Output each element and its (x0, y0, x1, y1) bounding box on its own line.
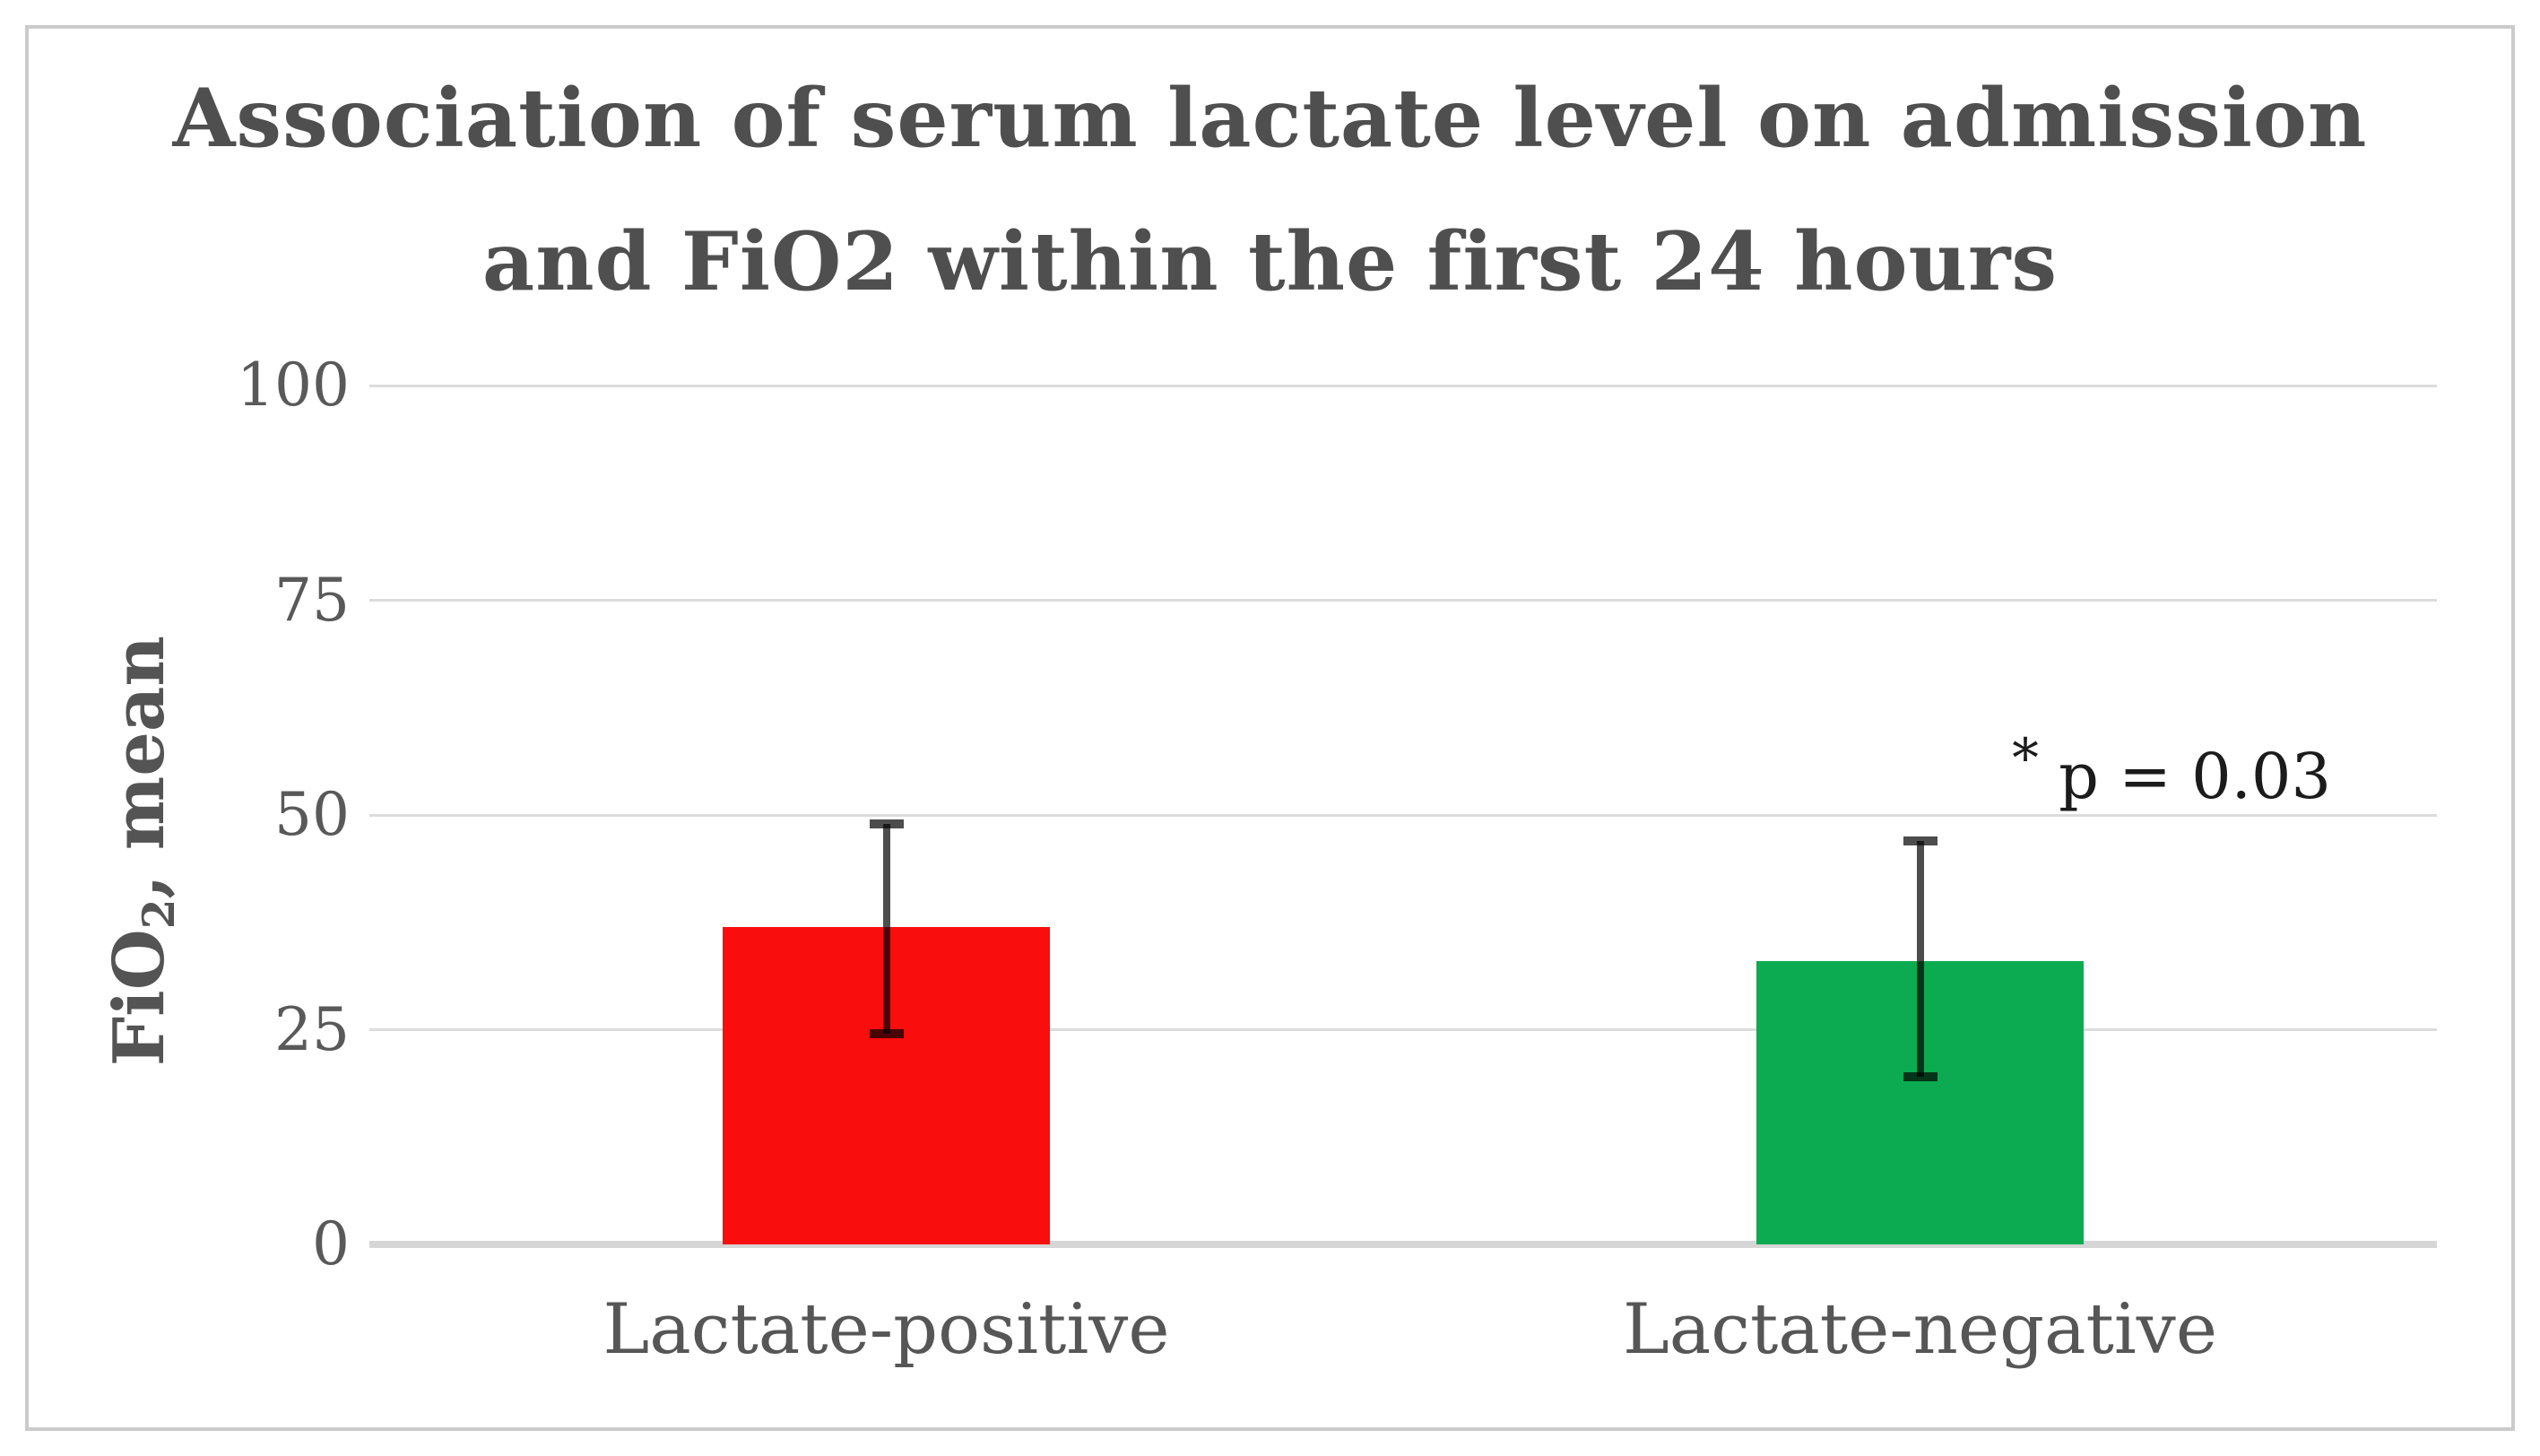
x-category-label-1: Lactate-negative (1622, 1289, 2218, 1370)
y-axis-ticks: 0 25 50 75 100 (134, 353, 350, 1277)
error-bar-cap-bottom-1 (1903, 1072, 1938, 1082)
y-tick-label-25: 25 (274, 994, 350, 1064)
error-bar-cap-bottom-0 (869, 1029, 904, 1039)
y-tick-label-100: 100 (237, 351, 350, 420)
chart-title-line-1: Association of serum lactate level on ad… (172, 71, 2368, 166)
error-bar-line-0 (882, 823, 890, 1035)
error-bar-cap-top-1 (1903, 836, 1938, 845)
gridline-0 (369, 1241, 2437, 1248)
error-bar-cap-top-0 (869, 819, 904, 828)
significance-asterisk: * (2012, 728, 2039, 790)
gridline-100 (369, 384, 2437, 387)
gridline-50 (369, 813, 2437, 817)
y-tick-label-50: 50 (274, 780, 350, 849)
plot-area: * p = 0.03 (369, 384, 2437, 1248)
p-value-text: p = 0.03 (2059, 739, 2331, 813)
p-value-annotation: * p = 0.03 (2012, 728, 2331, 813)
figure-border (25, 25, 2515, 1431)
chart-title-line-2: and FiO2 within the first 24 hours (481, 214, 2059, 309)
y-tick-label-0: 0 (312, 1209, 350, 1278)
x-category-label-0: Lactate-positive (602, 1289, 1170, 1370)
y-tick-label-75: 75 (274, 565, 350, 635)
gridline-25 (369, 1028, 2437, 1031)
gridline-75 (369, 599, 2437, 602)
chart-title: Association of serum lactate level on ad… (0, 47, 2540, 334)
error-bar-line-1 (1916, 840, 1924, 1078)
x-axis-labels: Lactate-positive Lactate-negative (369, 1289, 2437, 1406)
